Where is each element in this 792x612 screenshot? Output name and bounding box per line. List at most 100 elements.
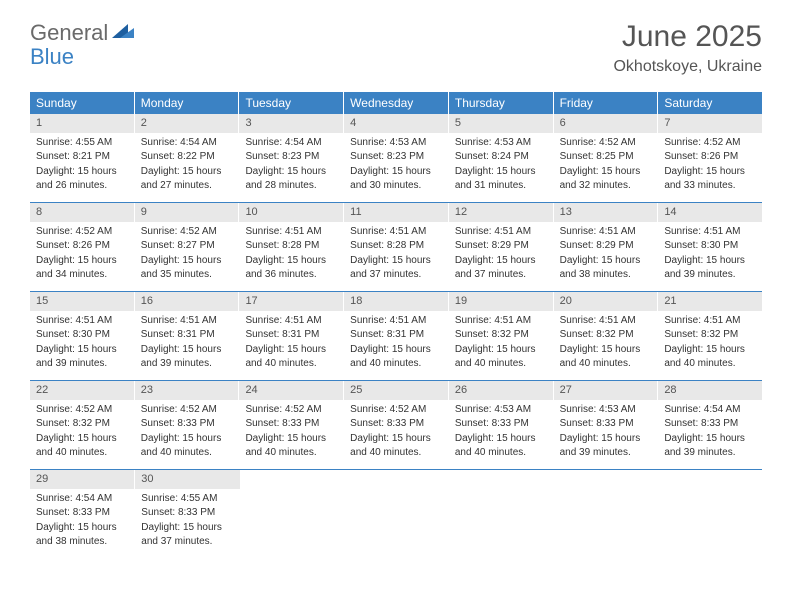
day-ss: Sunset: 8:32 PM — [664, 328, 756, 342]
day-d1: Daylight: 15 hours — [141, 432, 233, 446]
day-body: Sunrise: 4:51 AMSunset: 8:29 PMDaylight:… — [554, 222, 658, 289]
day-d1: Daylight: 15 hours — [560, 432, 652, 446]
day-sr: Sunrise: 4:54 AM — [36, 492, 128, 506]
dow-saturday: Saturday — [658, 92, 762, 114]
day-number: 2 — [135, 114, 239, 133]
day-d1: Daylight: 15 hours — [141, 343, 233, 357]
day-d1: Daylight: 15 hours — [455, 254, 547, 268]
day-body: Sunrise: 4:53 AMSunset: 8:24 PMDaylight:… — [449, 133, 553, 200]
day-d2: and 39 minutes. — [141, 357, 233, 371]
day-cell: 12Sunrise: 4:51 AMSunset: 8:29 PMDayligh… — [449, 203, 554, 291]
day-ss: Sunset: 8:31 PM — [350, 328, 442, 342]
day-d2: and 35 minutes. — [141, 268, 233, 282]
day-number: 5 — [449, 114, 553, 133]
dow-sunday: Sunday — [30, 92, 135, 114]
day-cell: 18Sunrise: 4:51 AMSunset: 8:31 PMDayligh… — [344, 292, 449, 380]
day-ss: Sunset: 8:22 PM — [141, 150, 233, 164]
day-d1: Daylight: 15 hours — [245, 343, 337, 357]
day-number: 24 — [239, 381, 343, 400]
empty-cell — [241, 470, 345, 558]
day-d2: and 30 minutes. — [350, 179, 442, 193]
day-ss: Sunset: 8:32 PM — [560, 328, 652, 342]
day-sr: Sunrise: 4:51 AM — [350, 314, 442, 328]
day-sr: Sunrise: 4:54 AM — [664, 403, 756, 417]
day-cell: 8Sunrise: 4:52 AMSunset: 8:26 PMDaylight… — [30, 203, 135, 291]
day-cell: 30Sunrise: 4:55 AMSunset: 8:33 PMDayligh… — [135, 470, 240, 558]
day-d2: and 31 minutes. — [455, 179, 547, 193]
day-d1: Daylight: 15 hours — [245, 165, 337, 179]
day-d2: and 39 minutes. — [664, 268, 756, 282]
day-d2: and 39 minutes. — [664, 446, 756, 460]
day-d1: Daylight: 15 hours — [350, 432, 442, 446]
day-d2: and 40 minutes. — [245, 357, 337, 371]
day-body: Sunrise: 4:51 AMSunset: 8:32 PMDaylight:… — [658, 311, 762, 378]
day-ss: Sunset: 8:28 PM — [350, 239, 442, 253]
day-number: 4 — [344, 114, 448, 133]
day-number: 19 — [449, 292, 553, 311]
day-body: Sunrise: 4:51 AMSunset: 8:31 PMDaylight:… — [135, 311, 239, 378]
day-sr: Sunrise: 4:53 AM — [455, 403, 547, 417]
day-sr: Sunrise: 4:55 AM — [141, 492, 233, 506]
day-d2: and 27 minutes. — [141, 179, 233, 193]
day-d2: and 40 minutes. — [664, 357, 756, 371]
day-body: Sunrise: 4:52 AMSunset: 8:25 PMDaylight:… — [554, 133, 658, 200]
day-ss: Sunset: 8:26 PM — [36, 239, 128, 253]
day-cell: 23Sunrise: 4:52 AMSunset: 8:33 PMDayligh… — [135, 381, 240, 469]
day-sr: Sunrise: 4:51 AM — [245, 314, 337, 328]
day-d2: and 32 minutes. — [560, 179, 652, 193]
day-cell: 9Sunrise: 4:52 AMSunset: 8:27 PMDaylight… — [135, 203, 240, 291]
day-number: 22 — [30, 381, 134, 400]
day-cell: 2Sunrise: 4:54 AMSunset: 8:22 PMDaylight… — [135, 114, 240, 202]
day-ss: Sunset: 8:30 PM — [664, 239, 756, 253]
day-d2: and 39 minutes. — [36, 357, 128, 371]
day-d1: Daylight: 15 hours — [560, 165, 652, 179]
day-d2: and 37 minutes. — [350, 268, 442, 282]
day-body: Sunrise: 4:53 AMSunset: 8:23 PMDaylight:… — [344, 133, 448, 200]
week-row: 22 Sunrise: 4:52 AM Sunset: 8:32 PM Dayligh… — [30, 381, 762, 470]
brand-part2: Blue — [30, 44, 74, 69]
day-d2: and 34 minutes. — [36, 268, 128, 282]
day-number: 13 — [554, 203, 658, 222]
day-cell: 29Sunrise: 4:54 AMSunset: 8:33 PMDayligh… — [30, 470, 135, 558]
day-number: 3 — [239, 114, 343, 133]
day-d2: and 40 minutes. — [560, 357, 652, 371]
day-d1: Daylight: 15 hours — [560, 254, 652, 268]
day-ss: Sunset: 8:23 PM — [350, 150, 442, 164]
day-sr: Sunrise: 4:52 AM — [245, 403, 337, 417]
day-ss: Sunset: 8:32 PM — [36, 417, 128, 431]
day-d2: and 37 minutes. — [141, 535, 233, 549]
day-sr: Sunrise: 4:51 AM — [664, 314, 756, 328]
day-d1: Daylight: 15 hours — [664, 432, 756, 446]
day-d1: Daylight: 15 hours — [36, 343, 128, 357]
day-ss: Sunset: 8:29 PM — [455, 239, 547, 253]
day-sr: Sunrise: 4:53 AM — [560, 403, 652, 417]
day-sr: Sunrise: 4:52 AM — [664, 136, 756, 150]
day-d2: and 40 minutes. — [245, 446, 337, 460]
day-sr: Sunrise: 4:51 AM — [141, 314, 233, 328]
day-ss: Sunset: 8:21 PM — [36, 150, 128, 164]
brand-logo: General — [30, 20, 138, 46]
day-number: 20 — [554, 292, 658, 311]
day-ss: Sunset: 8:27 PM — [141, 239, 233, 253]
week-row: 8Sunrise: 4:52 AMSunset: 8:26 PMDaylight… — [30, 203, 762, 292]
day-d1: Daylight: 15 hours — [245, 432, 337, 446]
day-d1: Daylight: 15 hours — [36, 521, 128, 535]
day-d1: Daylight: 15 hours — [560, 343, 652, 357]
day-ss: Sunset: 8:33 PM — [350, 417, 442, 431]
dow-friday: Friday — [554, 92, 659, 114]
brand-arrow-icon — [112, 22, 134, 45]
day-d1: Daylight: 15 hours — [141, 165, 233, 179]
day-cell: 10Sunrise: 4:51 AMSunset: 8:28 PMDayligh… — [239, 203, 344, 291]
day-body: Sunrise: 4:51 AMSunset: 8:32 PMDaylight:… — [554, 311, 658, 378]
empty-cell — [345, 470, 449, 558]
day-body: Sunrise: 4:54 AMSunset: 8:22 PMDaylight:… — [135, 133, 239, 200]
day-ss: Sunset: 8:29 PM — [560, 239, 652, 253]
day-cell: 17Sunrise: 4:51 AMSunset: 8:31 PMDayligh… — [239, 292, 344, 380]
day-d1: Daylight: 15 hours — [455, 165, 547, 179]
day-d2: and 40 minutes. — [141, 446, 233, 460]
day-cell: 6Sunrise: 4:52 AMSunset: 8:25 PMDaylight… — [554, 114, 659, 202]
day-sr: Sunrise: 4:52 AM — [350, 403, 442, 417]
day-cell: 16Sunrise: 4:51 AMSunset: 8:31 PMDayligh… — [135, 292, 240, 380]
day-number: 28 — [658, 381, 762, 400]
day-number: 7 — [658, 114, 762, 133]
